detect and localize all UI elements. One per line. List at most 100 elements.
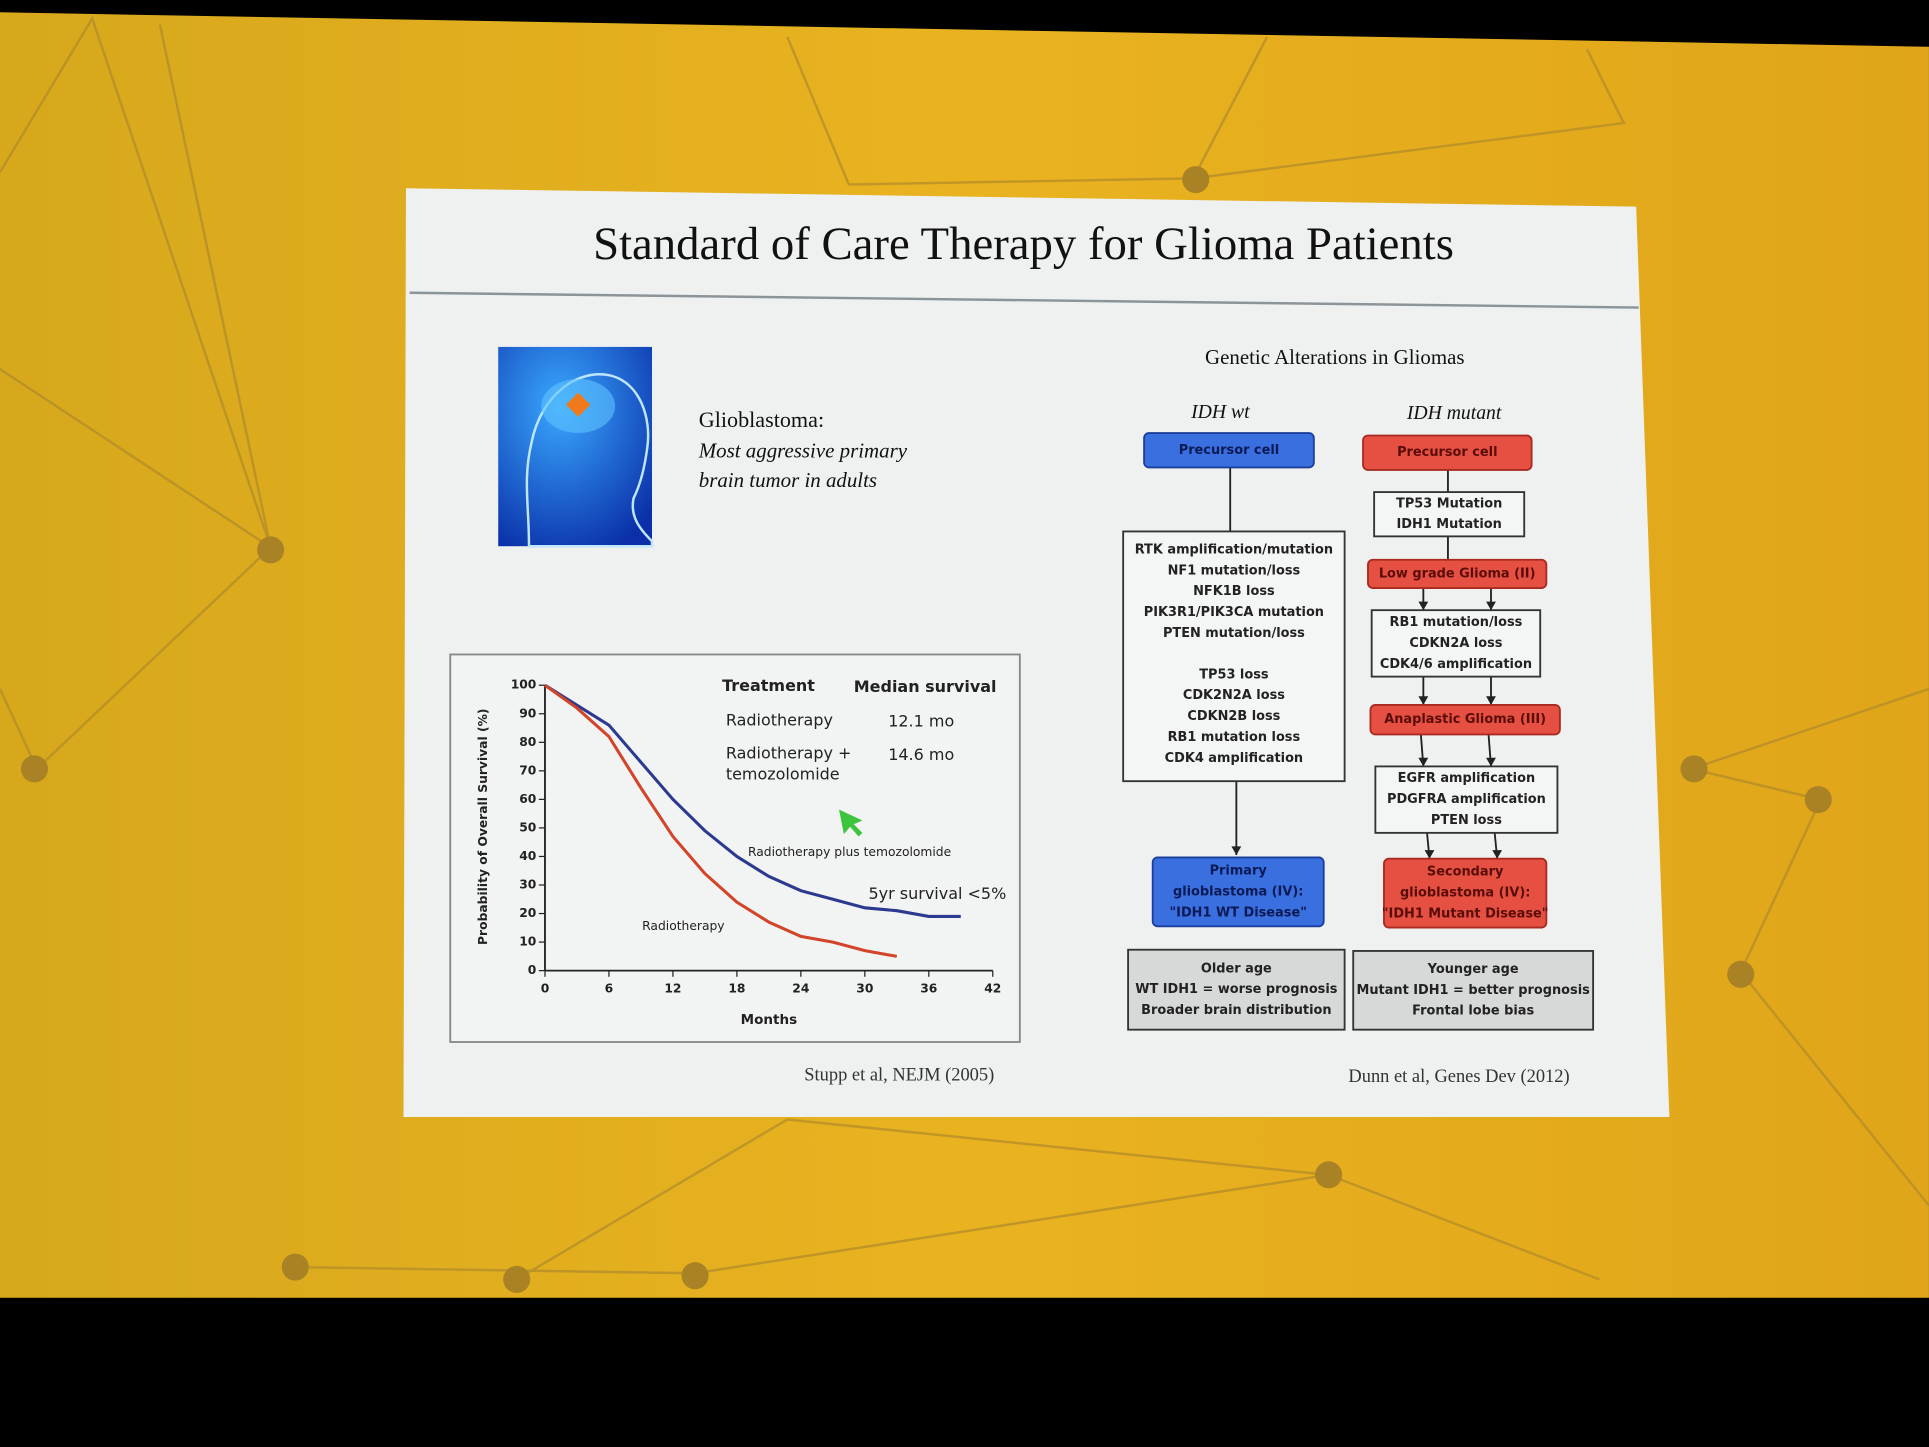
slide-title: Standard of Care Therapy for Glioma Pati…	[593, 218, 1454, 270]
table-header: Median survival	[854, 677, 997, 696]
node-text: Secondary	[1427, 865, 1504, 880]
citation: Stupp et al, NEJM (2005)	[804, 1065, 994, 1086]
node-text: Older age	[1201, 961, 1272, 976]
arrow-head	[1486, 601, 1496, 611]
table-cell: temozolomide	[726, 765, 840, 784]
node-box	[1383, 857, 1548, 929]
node-text: Mutant IDH1 = better prognosis	[1356, 983, 1590, 998]
backdrop-lines	[0, 15, 1929, 1281]
x-tick-label: 6	[605, 982, 614, 996]
node-text: NFK1B loss	[1193, 584, 1275, 599]
node-text: IDH1 Mutation	[1396, 517, 1501, 532]
y-tick-label: 20	[519, 906, 536, 920]
node-box	[1352, 950, 1595, 1031]
arrow-head	[1486, 696, 1496, 705]
node-text: WT IDH1 = worse prognosis	[1135, 982, 1338, 997]
arrow-head	[1418, 696, 1429, 705]
backdrop-dots	[20, 166, 1832, 1293]
heading: Glioblastoma:	[699, 407, 824, 432]
floor	[0, 1297, 1929, 1447]
series-label: Radiotherapy plus temozolomide	[748, 845, 951, 859]
column-label: IDH wt	[1190, 401, 1250, 423]
node-text: Frontal lobe bias	[1412, 1004, 1534, 1019]
node-box	[1369, 703, 1561, 736]
table-cell: 14.6 mo	[888, 745, 954, 764]
series-label: Radiotherapy	[642, 919, 724, 933]
x-tick-label: 18	[728, 982, 745, 996]
series-line	[544, 683, 961, 918]
arrow-head	[1492, 850, 1503, 859]
x-tick-label: 42	[984, 982, 1001, 996]
y-axis-label: Probability of Overall Survival (%)	[476, 708, 490, 945]
node-text: Low grade Glioma (II)	[1379, 566, 1536, 581]
node-text: TP53 loss	[1199, 667, 1269, 682]
node-text: TP53 Mutation	[1396, 496, 1502, 511]
node-text: RB1 mutation loss	[1168, 730, 1301, 745]
title-rule	[409, 291, 1639, 309]
node-box	[1370, 609, 1542, 678]
node-text: "IDH1 WT Disease"	[1169, 905, 1307, 920]
y-tick-label: 50	[519, 820, 536, 834]
y-tick-label: 30	[519, 878, 536, 892]
node-box	[1373, 491, 1526, 538]
node-text: EGFR amplification	[1398, 771, 1535, 786]
node-box	[1362, 434, 1533, 471]
node-text: PTEN mutation/loss	[1163, 626, 1305, 641]
node-text: PDGFRA amplification	[1387, 792, 1546, 807]
cursor	[838, 809, 863, 837]
y-tick-label: 40	[519, 849, 536, 863]
arrow-head	[1486, 757, 1496, 767]
node-text: RB1 mutation/loss	[1390, 615, 1523, 630]
node-box	[1143, 432, 1315, 469]
node-text: Precursor cell	[1179, 443, 1279, 458]
x-tick-label: 12	[664, 982, 681, 996]
annotation: 5yr survival <5%	[869, 884, 1007, 903]
table-cell: Radiotherapy +	[726, 744, 852, 763]
y-tick-label: 10	[519, 935, 536, 949]
brain-image	[498, 346, 654, 548]
y-tick-label: 80	[519, 735, 536, 749]
node-text: PIK3R1/PIK3CA mutation	[1144, 605, 1324, 620]
node-text: Primary	[1210, 863, 1268, 878]
node-text: CDK4/6 amplification	[1380, 657, 1532, 672]
series-line	[544, 683, 898, 958]
x-tick-label: 24	[792, 982, 809, 996]
node-text: CDK4 amplification	[1165, 751, 1303, 766]
x-axis-label: Months	[741, 1012, 798, 1028]
node-text: Precursor cell	[1397, 445, 1497, 460]
x-tick-label: 36	[920, 982, 937, 996]
node-text: "IDH1 Mutant Disease"	[1382, 907, 1549, 922]
arrow-head	[1418, 601, 1429, 611]
arrow-head	[1231, 846, 1242, 855]
column-label: IDH mutant	[1406, 402, 1502, 424]
description-line: brain tumor in adults	[699, 468, 877, 492]
node-text: CDKN2A loss	[1409, 636, 1502, 651]
y-tick-label: 60	[519, 792, 536, 806]
node-text: Younger age	[1427, 962, 1519, 977]
citation: Dunn et al, Genes Dev (2012)	[1348, 1066, 1569, 1087]
node-box	[1151, 856, 1325, 928]
y-tick-label: 100	[511, 678, 537, 692]
table-cell: 12.1 mo	[888, 712, 954, 731]
table-cell: Radiotherapy	[726, 710, 833, 729]
x-tick-label: 0	[541, 982, 550, 996]
node-text: CDK2N2A loss	[1183, 688, 1285, 703]
node-box	[1122, 530, 1346, 783]
node-text: Broader brain distribution	[1141, 1003, 1331, 1018]
node-box	[1127, 948, 1346, 1031]
node-text: CDKN2B loss	[1187, 709, 1280, 724]
node-box	[1374, 765, 1559, 834]
node-text: RTK amplification/mutation	[1135, 542, 1333, 557]
table-header: Treatment	[722, 676, 815, 695]
node-text: Anaplastic Glioma (III)	[1384, 712, 1546, 727]
node-text: glioblastoma (IV):	[1173, 884, 1303, 899]
y-tick-label: 90	[519, 706, 536, 720]
node-text: NF1 mutation/loss	[1168, 563, 1301, 578]
node-box	[1367, 558, 1548, 589]
y-tick-label: 0	[528, 963, 537, 977]
y-tick-label: 70	[519, 763, 536, 777]
node-text: glioblastoma (IV):	[1400, 886, 1530, 901]
arrow-head	[1424, 850, 1435, 859]
